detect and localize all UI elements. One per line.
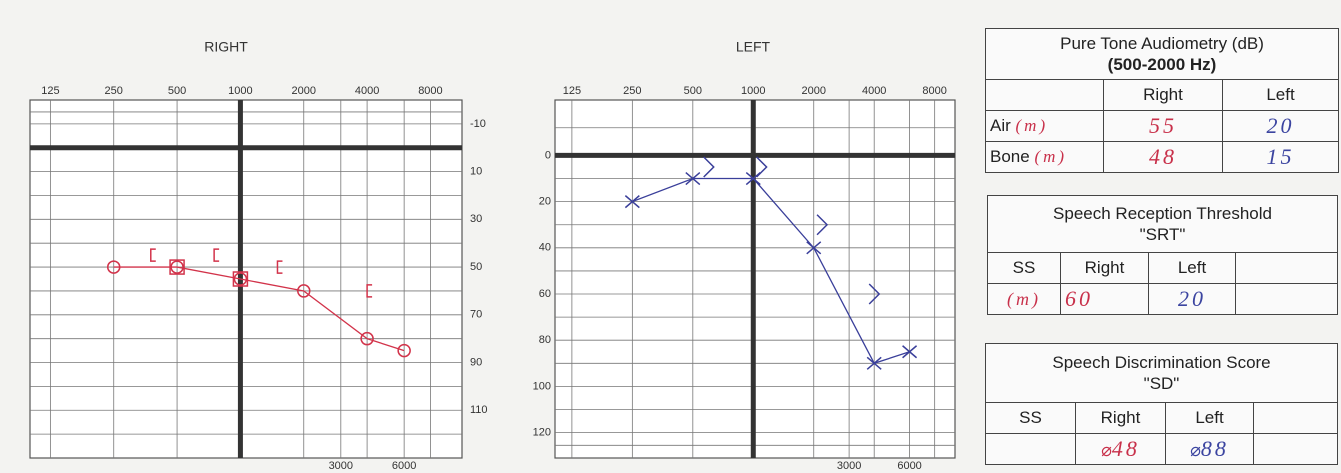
x-tick-label: 4000	[355, 85, 379, 97]
cell	[986, 434, 1076, 465]
value: 15	[1223, 142, 1339, 173]
x-tick-label: 3000	[329, 460, 353, 472]
header: Left	[1149, 253, 1236, 284]
cell	[1254, 403, 1338, 434]
value: 55	[1104, 111, 1223, 142]
cell: ⌀88	[1166, 434, 1254, 465]
value: 48	[1104, 142, 1223, 173]
value: 20	[1223, 111, 1339, 142]
y-tick-label: 100	[533, 380, 551, 392]
cell: Air (m)	[986, 111, 1104, 142]
value: 88	[1201, 436, 1229, 461]
value: 20	[1149, 284, 1236, 315]
note: (m)	[988, 284, 1061, 315]
sd-title: Speech Discrimination Score	[1052, 353, 1270, 372]
x-tick-label: 250	[105, 85, 123, 97]
cell	[986, 80, 1104, 111]
cell: ⌀48	[1076, 434, 1166, 465]
y-tick-label: 20	[539, 196, 551, 208]
header: Left	[1223, 80, 1339, 111]
cell	[1254, 434, 1338, 465]
pta-title-cell: Pure Tone Audiometry (dB) (500-2000 Hz)	[986, 29, 1339, 80]
x-tick-label: 3000	[837, 460, 861, 472]
note: (m)	[1016, 116, 1049, 135]
x-tick-label: 2000	[801, 85, 825, 97]
pta-subtitle: (500-2000 Hz)	[1108, 55, 1217, 74]
pta-title: Pure Tone Audiometry (dB)	[1060, 34, 1264, 53]
y-tick-label: 60	[539, 288, 551, 300]
y-tick-label: 70	[470, 309, 482, 321]
sd-subtitle: "SD"	[1144, 374, 1180, 393]
page: RIGHT-1010305070901101252505001000200040…	[0, 0, 1341, 473]
x-tick-label: 4000	[862, 85, 886, 97]
cell: Bone (m)	[986, 142, 1104, 173]
row-label: Air	[990, 116, 1011, 135]
header: SS	[988, 253, 1061, 284]
y-tick-label: 80	[539, 334, 551, 346]
header: Right	[1104, 80, 1223, 111]
y-tick-label: 110	[470, 404, 488, 416]
x-tick-label: 500	[168, 85, 186, 97]
y-tick-label: 40	[539, 242, 551, 254]
x-tick-label: 250	[623, 85, 641, 97]
sd-title-cell: Speech Discrimination Score "SD"	[986, 344, 1338, 403]
y-tick-label: 30	[470, 213, 482, 225]
x-tick-label: 125	[563, 85, 581, 97]
x-tick-label: 1000	[228, 85, 252, 97]
x-tick-label: 6000	[897, 460, 921, 472]
x-tick-label: 6000	[392, 460, 416, 472]
row-label: Bone	[990, 147, 1030, 166]
header: Left	[1166, 403, 1254, 434]
x-tick-label: 8000	[922, 85, 946, 97]
chart-title: RIGHT	[204, 39, 248, 55]
value: 60	[1061, 284, 1149, 315]
srt-title: Speech Reception Threshold	[1053, 204, 1272, 223]
cell	[1236, 284, 1338, 315]
header: Right	[1061, 253, 1149, 284]
header: Right	[1076, 403, 1166, 434]
y-tick-label: 90	[470, 356, 482, 368]
pta-table: Pure Tone Audiometry (dB) (500-2000 Hz) R…	[985, 28, 1339, 173]
srt-title-cell: Speech Reception Threshold "SRT"	[988, 196, 1338, 253]
x-tick-label: 8000	[418, 85, 442, 97]
chart-title: LEFT	[736, 39, 771, 55]
cell	[1236, 253, 1338, 284]
x-tick-label: 500	[684, 85, 702, 97]
value: 48	[1112, 436, 1140, 461]
x-tick-label: 2000	[292, 85, 316, 97]
x-tick-label: 1000	[741, 85, 765, 97]
y-tick-label: 120	[533, 426, 551, 438]
note: (m)	[1034, 147, 1067, 166]
x-tick-label: 125	[41, 85, 59, 97]
srt-subtitle: "SRT"	[1140, 225, 1186, 244]
y-tick-label: 0	[545, 149, 551, 161]
y-tick-label: -10	[470, 118, 486, 130]
y-tick-label: 10	[470, 166, 482, 178]
header: SS	[986, 403, 1076, 434]
y-tick-label: 50	[470, 261, 482, 273]
